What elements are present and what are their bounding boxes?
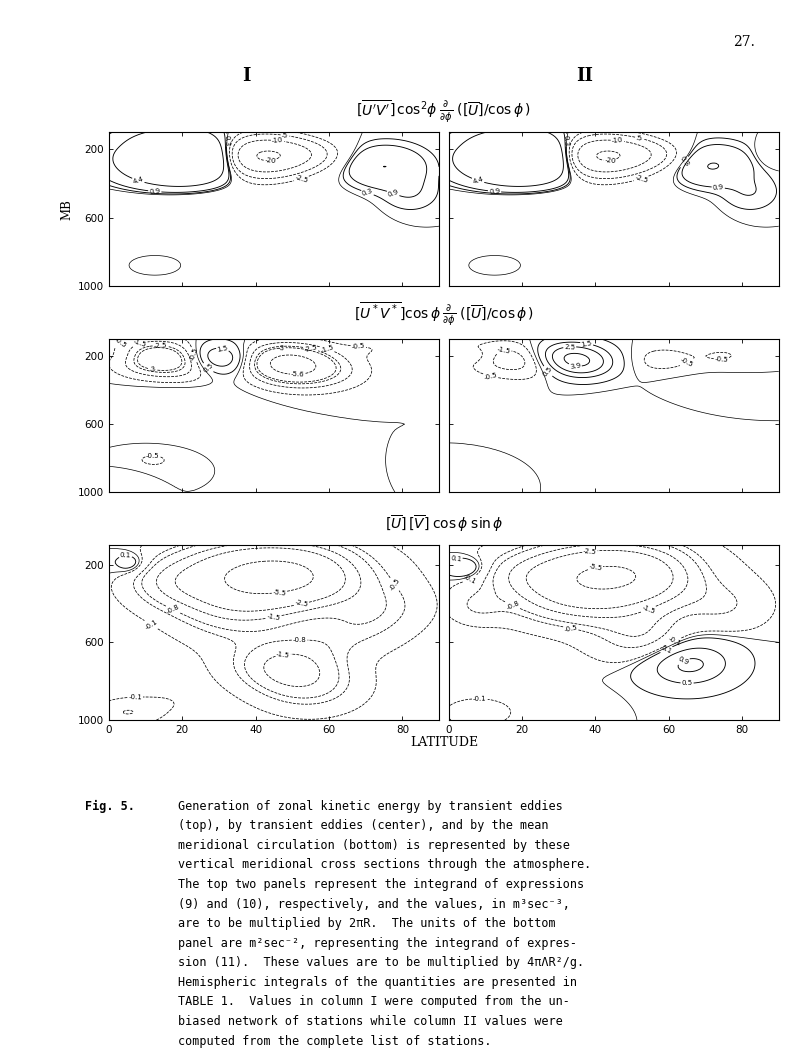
Text: -1.5: -1.5 [641, 604, 656, 614]
Text: -0.5: -0.5 [189, 347, 199, 362]
Text: Fig. 5.: Fig. 5. [85, 800, 135, 812]
Text: -0.5: -0.5 [351, 343, 366, 351]
Text: (top), by transient eddies (center), and by the mean: (top), by transient eddies (center), and… [178, 820, 548, 832]
Text: meridional circulation (bottom) is represented by these: meridional circulation (bottom) is repre… [178, 839, 570, 851]
Text: -0.1: -0.1 [667, 635, 682, 647]
Text: Hemispheric integrals of the quantities are presented in: Hemispheric integrals of the quantities … [178, 976, 576, 989]
Text: -5.5: -5.5 [588, 563, 603, 572]
Text: -2.5: -2.5 [583, 548, 597, 555]
Text: 0.9: 0.9 [149, 187, 161, 195]
Text: computed from the complete list of stations.: computed from the complete list of stati… [178, 1035, 491, 1047]
Text: biased network of stations while column II values were: biased network of stations while column … [178, 1015, 562, 1028]
Text: 0.9: 0.9 [677, 656, 690, 666]
Text: -5.6: -5.6 [291, 371, 305, 378]
Text: -0.8: -0.8 [505, 599, 521, 611]
Text: vertical meridional cross sections through the atmosphere.: vertical meridional cross sections throu… [178, 858, 591, 872]
Text: -3: -3 [149, 366, 157, 373]
Text: -5: -5 [281, 132, 289, 139]
Text: -0.5: -0.5 [388, 577, 401, 592]
Text: -0.1: -0.1 [473, 696, 487, 702]
Text: 0.9: 0.9 [387, 189, 399, 198]
Text: 2.5: 2.5 [564, 343, 575, 351]
Text: -5.5: -5.5 [273, 589, 286, 596]
Text: LATITUDE: LATITUDE [410, 736, 478, 749]
Text: -10: -10 [612, 137, 624, 144]
Text: -2.5: -2.5 [295, 599, 309, 608]
Text: sion (11).  These values are to be multiplied by 4πΛR²/g.: sion (11). These values are to be multip… [178, 956, 583, 969]
Text: The top two panels represent the integrand of expressions: The top two panels represent the integra… [178, 878, 583, 891]
Text: -2.5: -2.5 [633, 174, 649, 183]
Text: -0.5: -0.5 [113, 336, 128, 348]
Text: 0.9: 0.9 [713, 184, 724, 191]
Text: 0.3: 0.3 [362, 189, 374, 197]
Text: (9) and (10), respectively, and the values, in m³sec⁻³,: (9) and (10), respectively, and the valu… [178, 898, 570, 911]
Text: -0.5: -0.5 [714, 356, 729, 362]
Text: -0.5: -0.5 [563, 624, 578, 632]
Text: panel are m²sec⁻², representing the integrand of expres-: panel are m²sec⁻², representing the inte… [178, 936, 576, 950]
Text: -1.5: -1.5 [320, 344, 335, 354]
Text: Generation of zonal kinetic energy by transient eddies: Generation of zonal kinetic energy by tr… [178, 800, 562, 812]
Text: 0.1: 0.1 [450, 555, 462, 562]
Text: -0.1: -0.1 [128, 694, 142, 700]
Text: -10: -10 [272, 137, 284, 144]
Text: -20: -20 [265, 157, 276, 164]
Text: 1.5: 1.5 [216, 344, 228, 353]
Text: 0.3: 0.3 [563, 134, 570, 146]
Text: -0.1: -0.1 [462, 573, 478, 585]
Text: 0.5: 0.5 [202, 362, 214, 374]
Text: -0.8: -0.8 [293, 636, 307, 643]
Text: -3: -3 [278, 345, 285, 352]
Text: -0.1: -0.1 [144, 618, 158, 631]
Text: -0.5: -0.5 [483, 372, 498, 380]
Text: -1.5: -1.5 [276, 650, 291, 659]
Text: 0.3: 0.3 [224, 134, 230, 146]
Text: -2.5: -2.5 [153, 342, 167, 349]
Text: 0.3: 0.3 [679, 156, 690, 168]
Text: $[\overline{U}]\,[\overline{V}]\;\cos\phi\;\sin\phi$: $[\overline{U}]\,[\overline{V}]\;\cos\ph… [384, 514, 504, 534]
Text: -2.5: -2.5 [303, 344, 318, 354]
Text: 0.1: 0.1 [119, 553, 132, 559]
Y-axis label: MB: MB [61, 199, 73, 219]
Text: 4.4: 4.4 [472, 176, 484, 185]
Text: -20: -20 [604, 157, 616, 164]
Text: 4.4: 4.4 [132, 176, 144, 185]
Text: are to be multiplied by 2πR.  The units of the bottom: are to be multiplied by 2πR. The units o… [178, 917, 555, 930]
Text: -0.5: -0.5 [679, 357, 695, 369]
Text: 3.9: 3.9 [569, 362, 581, 370]
Text: -1.5: -1.5 [267, 613, 281, 622]
Text: I: I [242, 67, 250, 85]
Text: -5: -5 [635, 134, 643, 142]
Text: -0.8: -0.8 [165, 604, 181, 615]
Text: 27.: 27. [733, 35, 755, 49]
Text: $[\overline{U'V'}]\,\cos^2\!\phi\;\frac{\partial}{\partial\phi}\;([\overline{U}]: $[\overline{U'V'}]\,\cos^2\!\phi\;\frac{… [357, 98, 531, 124]
Text: -0.5: -0.5 [146, 452, 160, 459]
Text: II: II [576, 67, 594, 85]
Text: 0.5: 0.5 [541, 365, 554, 378]
Text: -1.5: -1.5 [496, 346, 511, 355]
Text: 1.5: 1.5 [581, 340, 593, 347]
Text: -1.5: -1.5 [132, 339, 148, 348]
Text: TABLE 1.  Values in column I were computed from the un-: TABLE 1. Values in column I were compute… [178, 995, 570, 1008]
Text: 0.9: 0.9 [489, 187, 500, 195]
Text: -2.5: -2.5 [295, 174, 309, 183]
Text: $[\overline{U^*V^*}]\cos\phi\;\frac{\partial}{\partial\phi}\;([\overline{U}]/\co: $[\overline{U^*V^*}]\cos\phi\;\frac{\par… [353, 301, 534, 328]
Text: 0.5: 0.5 [681, 680, 692, 686]
Text: 0.1: 0.1 [660, 644, 673, 654]
